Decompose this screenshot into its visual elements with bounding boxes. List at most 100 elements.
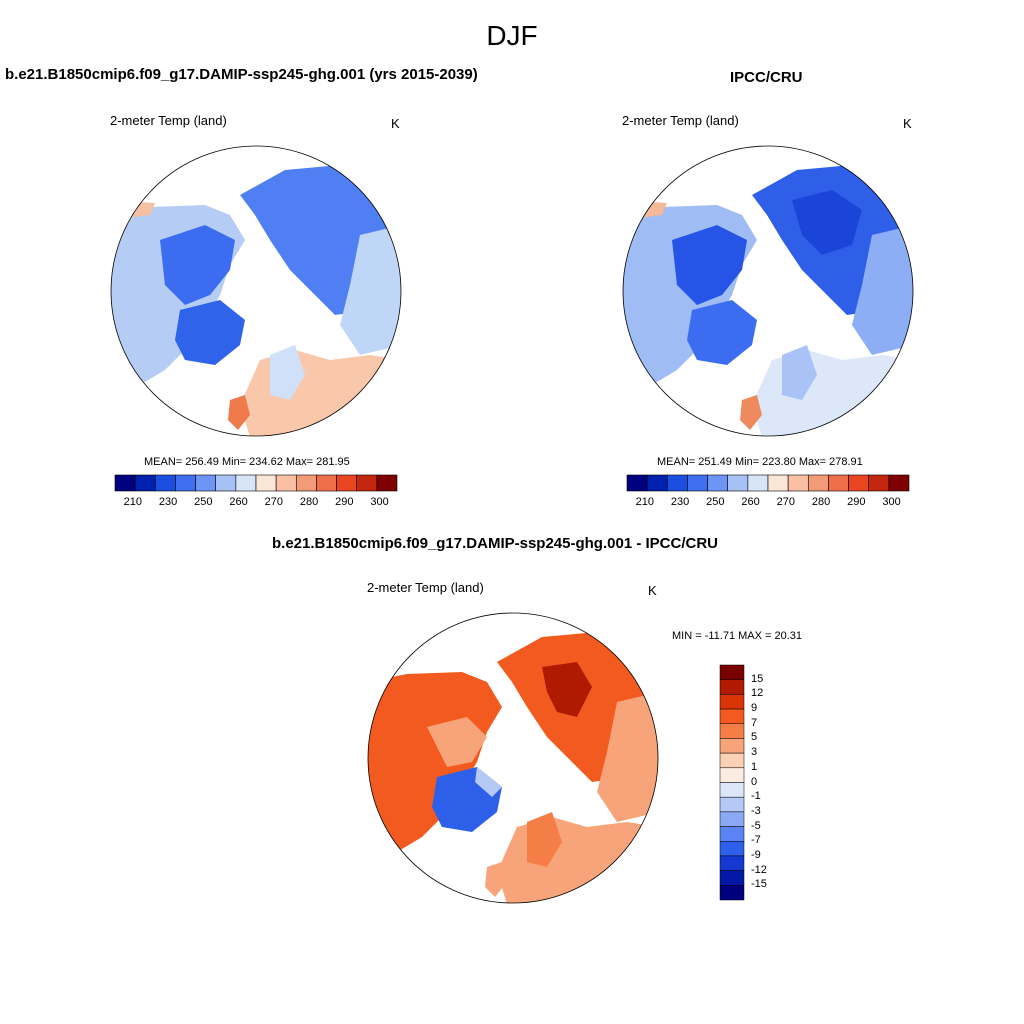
right-units-label: K (903, 116, 912, 131)
left-colorbar (114, 474, 398, 492)
colorbar-swatch (295, 474, 317, 492)
right-land-uk (740, 395, 762, 430)
page-title: DJF (486, 20, 538, 51)
colorbar-swatch (114, 474, 136, 492)
left-land-east-asia (340, 225, 401, 355)
colorbar-swatch (626, 474, 648, 492)
right-colorbar (626, 474, 910, 492)
left-units-label: K (391, 116, 400, 131)
colorbar-tick-label: 12 (751, 687, 764, 700)
diff-polar-map (367, 612, 659, 904)
colorbar-tick-label: 3 (751, 746, 758, 759)
colorbar-tick-label: 290 (335, 496, 354, 508)
left-land-europe (240, 350, 401, 436)
colorbar-tick-label: 290 (847, 496, 866, 508)
diff-land-canada-arctic (427, 717, 487, 767)
colorbar-tick-label: -15 (751, 878, 767, 891)
colorbar-swatch (719, 870, 745, 886)
diff-units-label: K (648, 583, 657, 598)
colorbar-swatch (175, 474, 196, 492)
colorbar-tick-label: 230 (670, 496, 690, 508)
colorbar-tick-label: 9 (751, 702, 758, 715)
colorbar-tick-label: -3 (751, 804, 761, 817)
right-panel-title: IPCC/CRU (730, 69, 803, 86)
colorbar-swatch (828, 474, 849, 492)
left-land-canada-cold (160, 225, 235, 305)
left-stats: MEAN= 256.49 Min= 234.62 Max= 281.95 (144, 456, 350, 468)
colorbar-swatch (719, 708, 745, 724)
colorbar-tick-label: 260 (741, 496, 760, 508)
left-polar-map (110, 145, 402, 437)
left-land-greenland (175, 300, 245, 365)
right-land-scandinavia (782, 345, 817, 400)
colorbar-tick-label: 230 (158, 496, 178, 508)
colorbar-swatch (719, 841, 745, 857)
colorbar-swatch (719, 796, 745, 813)
right-land-europe (752, 350, 913, 436)
colorbar-swatch (719, 811, 745, 827)
diff-stats: MIN = -11.71 MAX = 20.31 (672, 630, 803, 642)
colorbar-tick-label: 5 (751, 731, 758, 744)
left-panel-title: b.e21.B1850cmip6.f09_g17.DAMIP-ssp245-gh… (5, 66, 478, 83)
colorbar-swatch (719, 885, 745, 901)
colorbar-tick-label: 15 (751, 672, 764, 685)
colorbar-swatch (255, 474, 277, 492)
colorbar-swatch (687, 474, 708, 492)
colorbar-swatch (719, 738, 745, 754)
colorbar-swatch (719, 826, 745, 842)
colorbar-swatch (134, 474, 156, 492)
colorbar-swatch (719, 679, 745, 695)
colorbar-swatch (316, 474, 337, 492)
colorbar-tick-label: 1 (751, 760, 758, 773)
colorbar-tick-label: 270 (776, 496, 795, 508)
colorbar-tick-label: 250 (194, 496, 213, 508)
diff-panel-title: b.e21.B1850cmip6.f09_g17.DAMIP-ssp245-gh… (272, 535, 718, 552)
diff-variable-label: 2-meter Temp (land) (367, 580, 484, 595)
colorbar-tick-label: 300 (882, 496, 901, 508)
colorbar-tick-label: 7 (751, 716, 758, 729)
colorbar-tick-label: -5 (751, 819, 761, 832)
colorbar-swatch (719, 782, 745, 798)
colorbar-swatch (195, 474, 217, 492)
right-polar-map (622, 145, 914, 437)
colorbar-swatch (719, 752, 745, 769)
colorbar-tick-label: 210 (635, 496, 654, 508)
colorbar-tick-label: -9 (751, 848, 761, 861)
colorbar-swatch (719, 694, 745, 710)
colorbar-swatch (376, 474, 398, 492)
left-land-uk (228, 395, 250, 430)
colorbar-swatch (275, 474, 297, 492)
right-land-greenland (687, 300, 757, 365)
colorbar-swatch (646, 474, 668, 492)
colorbar-tick-label: 210 (123, 496, 142, 508)
colorbar-tick-label: 250 (706, 496, 725, 508)
colorbar-swatch (888, 474, 910, 492)
colorbar-swatch (336, 474, 358, 492)
left-land-scandinavia (270, 345, 305, 400)
diff-land-siberia-hot (542, 662, 592, 717)
diff-land-europe (497, 817, 658, 903)
colorbar-tick-label: 270 (264, 496, 283, 508)
colorbar-swatch (707, 474, 729, 492)
colorbar-tick-label: -1 (751, 790, 761, 803)
colorbar-swatch (719, 855, 745, 871)
left-variable-label: 2-meter Temp (land) (110, 113, 227, 128)
right-land-siberia-core (792, 190, 862, 255)
diff-land-uk (485, 862, 507, 897)
colorbar-swatch (235, 474, 257, 492)
colorbar-swatch (666, 474, 688, 492)
diff-land-east-asia (597, 692, 658, 822)
diff-land-scandinavia (527, 812, 562, 867)
colorbar-swatch (215, 474, 237, 492)
colorbar-swatch (767, 474, 789, 492)
colorbar-swatch (807, 474, 829, 492)
colorbar-swatch (848, 474, 870, 492)
colorbar-swatch (727, 474, 749, 492)
colorbar-swatch (719, 723, 745, 739)
colorbar-swatch (787, 474, 809, 492)
colorbar-tick-label: -12 (751, 863, 767, 876)
colorbar-tick-label: 260 (229, 496, 248, 508)
colorbar-tick-label: 0 (751, 775, 758, 788)
right-stats: MEAN= 251.49 Min= 223.80 Max= 278.91 (657, 456, 863, 468)
colorbar-swatch (356, 474, 378, 492)
